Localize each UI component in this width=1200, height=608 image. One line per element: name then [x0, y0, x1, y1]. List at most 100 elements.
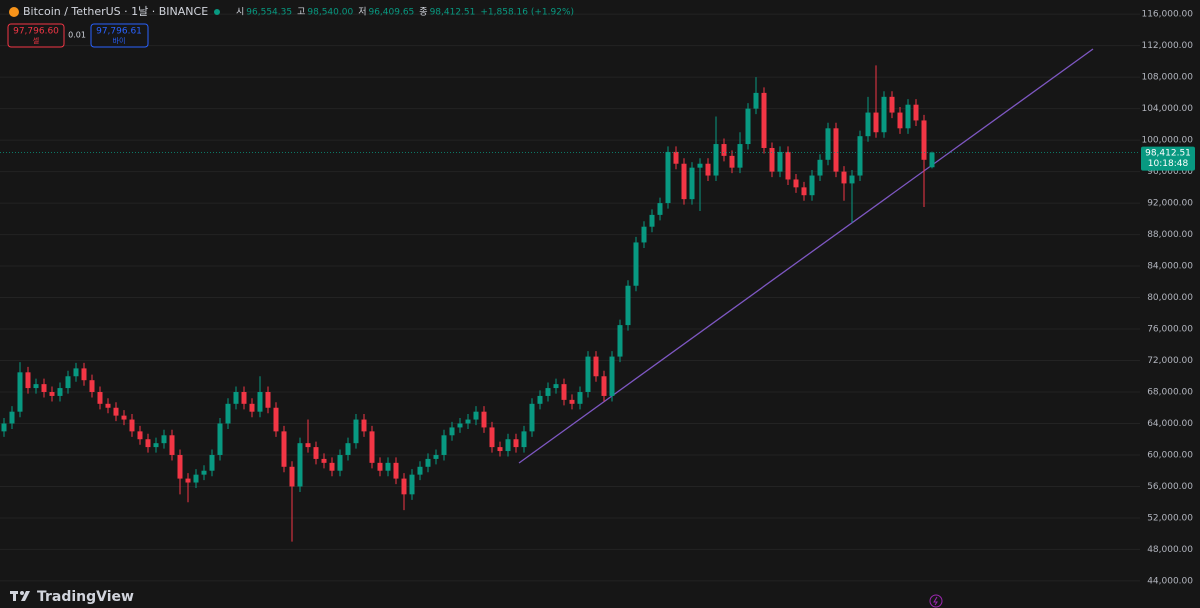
- y-tick-label: 72,000.00: [1147, 356, 1193, 366]
- candle-body: [161, 435, 167, 444]
- candle-body: [1, 423, 7, 432]
- candle-body: [929, 152, 935, 168]
- y-tick-label: 96,000.00: [1147, 167, 1193, 177]
- candle-body: [345, 443, 351, 455]
- candle-body: [9, 411, 15, 424]
- candle-body: [241, 392, 247, 404]
- candle-body: [433, 454, 439, 459]
- candle-body: [561, 384, 567, 400]
- buy-button[interactable]: [90, 23, 149, 48]
- candle-body: [177, 454, 183, 479]
- buy-price[interactable]: 97,796.61: [96, 27, 142, 37]
- y-tick-label: 56,000.00: [1147, 482, 1193, 492]
- brand: TradingView: [37, 589, 134, 605]
- candle-body: [481, 411, 487, 428]
- candle-body: [897, 112, 903, 129]
- candle-body: [185, 478, 191, 483]
- candle-body: [585, 356, 591, 393]
- candle-body: [817, 159, 823, 176]
- candle-body: [289, 466, 295, 487]
- brand-logo: [10, 591, 30, 601]
- candle-body: [889, 96, 895, 113]
- candle-body: [441, 435, 447, 455]
- status-dot: [214, 9, 220, 15]
- candle-body: [529, 403, 535, 432]
- candle-body: [377, 462, 383, 471]
- candle-body: [145, 439, 151, 448]
- symbol[interactable]: Bitcoin / TetherUS · 1날 · BINANCE: [23, 5, 208, 18]
- candle-body: [833, 128, 839, 172]
- candle-body: [321, 458, 327, 463]
- candle-body: [225, 403, 231, 424]
- candle-body: [873, 112, 879, 133]
- countdown: 10:18:48: [1148, 159, 1189, 169]
- candle-body: [521, 431, 527, 448]
- candle-body: [233, 392, 239, 404]
- candle-body: [801, 187, 807, 196]
- y-tick-label: 48,000.00: [1147, 545, 1193, 555]
- y-tick-label: 92,000.00: [1147, 199, 1193, 209]
- candle-body: [505, 439, 511, 452]
- candle-body: [281, 431, 287, 467]
- sell-label[interactable]: 셀: [33, 37, 39, 45]
- candle-body: [753, 92, 759, 109]
- candle-body: [737, 144, 743, 168]
- candle-body: [33, 384, 39, 389]
- candle-body: [865, 112, 871, 137]
- candle-body: [601, 376, 607, 396]
- candle-body: [201, 470, 207, 475]
- candle-body: [641, 226, 647, 243]
- y-tick-label: 68,000.00: [1147, 388, 1193, 398]
- candle-body: [401, 478, 407, 495]
- ohlc: 시 96,554.35 고 98,540.00 저 96,409.65 종 98,412.51: [236, 7, 475, 18]
- candle-body: [153, 443, 159, 448]
- alert-icon[interactable]: [929, 594, 943, 608]
- candle-body: [337, 454, 343, 471]
- change: +1,858.16 (+1.92%): [480, 8, 574, 18]
- candle-body: [361, 419, 367, 432]
- candle-body: [465, 419, 471, 424]
- y-tick-label: 64,000.00: [1147, 419, 1193, 429]
- candle-body: [609, 356, 615, 396]
- candle-body: [697, 163, 703, 168]
- candle-body: [105, 403, 111, 408]
- sell-button[interactable]: [7, 23, 65, 48]
- candle-body: [617, 325, 623, 357]
- candle-body: [73, 368, 79, 377]
- symbol-icon: [9, 7, 19, 17]
- ohlc-value: 96,554.35: [246, 8, 292, 18]
- buy-label[interactable]: 바이: [113, 36, 126, 45]
- candle-body: [369, 431, 375, 463]
- y-tick-label: 116,000.00: [1141, 10, 1193, 20]
- trendline[interactable]: [518, 48, 1094, 464]
- grid: 44,000.00 48,000.00 52,000.00 56,000.00 60,0…: [0, 10, 1193, 586]
- y-tick-label: 44,000.00: [1147, 576, 1193, 586]
- candle-body: [545, 388, 551, 396]
- candle-body: [665, 151, 671, 204]
- candle-body: [553, 384, 559, 389]
- candle-body: [393, 462, 399, 479]
- candle-body: [49, 392, 55, 396]
- candle-body: [449, 427, 455, 436]
- candle-body: [265, 392, 271, 408]
- candle-body: [121, 415, 127, 420]
- ohlc-key: 종: [419, 7, 427, 18]
- sell-price[interactable]: 97,796.60: [13, 27, 59, 37]
- y-tick-label: 108,000.00: [1141, 73, 1193, 83]
- y-tick-label: 52,000.00: [1147, 513, 1193, 523]
- candle-body: [649, 214, 655, 227]
- candle-body: [537, 395, 543, 404]
- candle-body: [81, 368, 87, 381]
- candle-body: [673, 151, 679, 164]
- candle-body: [657, 203, 663, 215]
- candle-body: [849, 175, 855, 184]
- candle-body: [921, 120, 927, 160]
- candle-body: [713, 144, 719, 176]
- ohlc-value: 98,412.51: [430, 8, 476, 18]
- candle-body: [257, 392, 263, 412]
- y-tick-label: 60,000.00: [1147, 450, 1193, 460]
- y-tick-label: 100,000.00: [1141, 136, 1193, 146]
